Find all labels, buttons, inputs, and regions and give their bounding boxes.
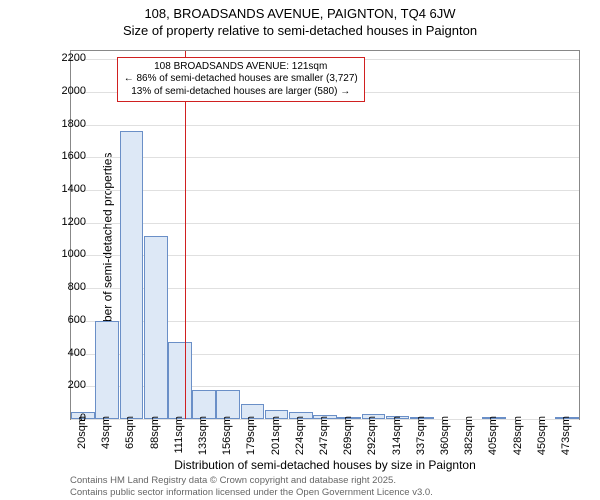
y-tick-label: 1000 [46,248,86,260]
x-tick-label: 292sqm [366,416,378,455]
y-tick-label: 1600 [46,150,86,162]
gridline [71,223,579,224]
x-tick-label: 314sqm [391,416,403,455]
x-tick-label: 179sqm [245,416,257,455]
plot-area: 108 BROADSANDS AVENUE: 121sqm← 86% of se… [70,50,580,420]
y-tick-label: 1400 [46,183,86,195]
annotation-line: 108 BROADSANDS AVENUE: 121sqm [124,61,358,74]
y-tick-label: 1800 [46,118,86,130]
gridline [71,157,579,158]
histogram-bar [144,236,168,419]
annotation-line: 13% of semi-detached houses are larger (… [124,86,358,99]
histogram-bar [120,131,144,419]
x-tick-label: 382sqm [463,416,475,455]
footer-attribution: Contains HM Land Registry data © Crown c… [70,475,433,498]
y-tick-label: 2200 [46,52,86,64]
x-tick-label: 473sqm [560,416,572,455]
chart-title: 108, BROADSANDS AVENUE, PAIGNTON, TQ4 6J… [0,0,600,40]
x-tick-label: 337sqm [415,416,427,455]
x-axis-label: Distribution of semi-detached houses by … [70,458,580,472]
x-tick-label: 88sqm [149,416,161,449]
x-tick-label: 65sqm [124,416,136,449]
histogram-bar [168,342,192,419]
y-tick-label: 600 [46,314,86,326]
y-tick-label: 800 [46,281,86,293]
y-tick-label: 200 [46,379,86,391]
x-tick-label: 201sqm [270,416,282,455]
title-line-1: 108, BROADSANDS AVENUE, PAIGNTON, TQ4 6J… [0,6,600,23]
gridline [71,190,579,191]
chart-container: 108, BROADSANDS AVENUE, PAIGNTON, TQ4 6J… [0,0,600,500]
x-tick-label: 405sqm [487,416,499,455]
x-tick-label: 224sqm [294,416,306,455]
x-tick-label: 20sqm [76,416,88,449]
y-tick-label: 1200 [46,216,86,228]
x-tick-label: 360sqm [439,416,451,455]
x-tick-label: 247sqm [318,416,330,455]
x-tick-label: 43sqm [100,416,112,449]
x-tick-label: 156sqm [221,416,233,455]
title-line-2: Size of property relative to semi-detach… [0,23,600,40]
annotation-box: 108 BROADSANDS AVENUE: 121sqm← 86% of se… [117,57,365,103]
y-tick-label: 400 [46,347,86,359]
x-tick-label: 133sqm [197,416,209,455]
y-tick-label: 2000 [46,85,86,97]
histogram-bar [192,390,216,419]
histogram-bar [95,321,119,419]
footer-line-1: Contains HM Land Registry data © Crown c… [70,475,433,486]
gridline [71,125,579,126]
histogram-bar [216,390,240,419]
footer-line-2: Contains public sector information licen… [70,487,433,498]
x-tick-label: 269sqm [342,416,354,455]
x-tick-label: 450sqm [536,416,548,455]
x-tick-label: 428sqm [512,416,524,455]
x-tick-label: 111sqm [173,416,185,454]
annotation-line: ← 86% of semi-detached houses are smalle… [124,73,358,86]
reference-line [185,51,186,419]
